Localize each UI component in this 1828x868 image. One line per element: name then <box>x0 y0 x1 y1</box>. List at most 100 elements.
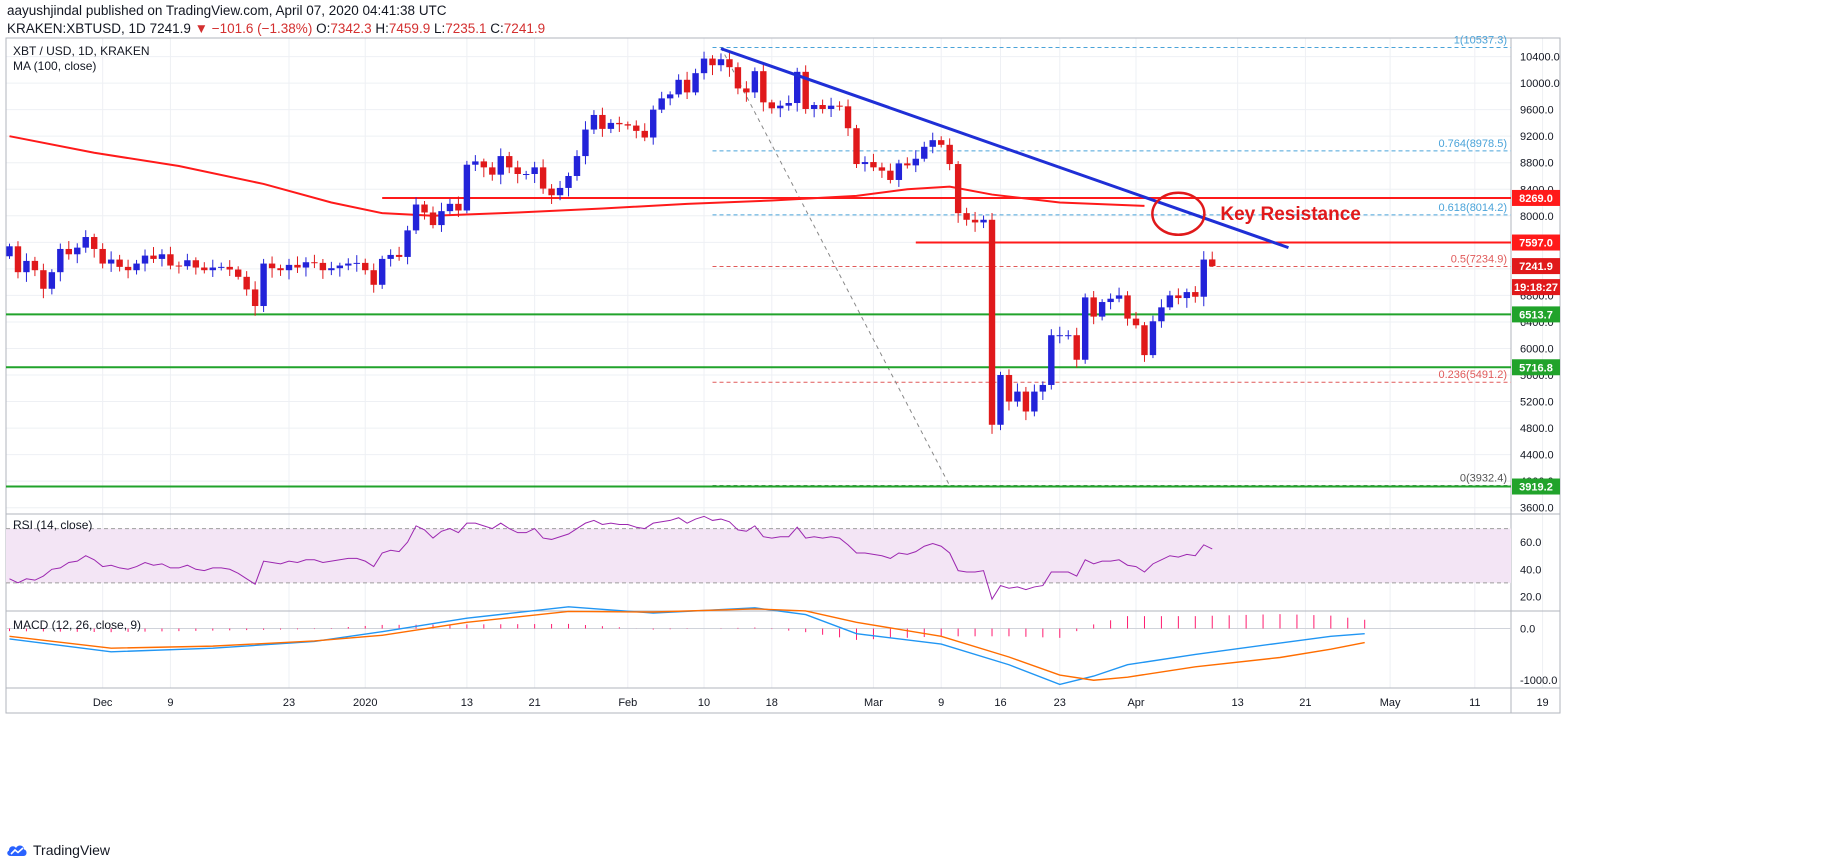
candle-body <box>31 260 39 271</box>
rsi-title: RSI (14, close) <box>13 518 92 532</box>
candle-body <box>370 270 377 285</box>
candle-body <box>260 263 267 307</box>
candle-body <box>938 140 945 145</box>
candle-body <box>734 67 742 89</box>
time-tick-label: 9 <box>167 697 173 709</box>
macd-pane: MACD (12, 26, close, 9) <box>6 606 1511 686</box>
level-badge-text: 7597.0 <box>1519 238 1553 250</box>
open-value: 7342.3 <box>330 21 372 36</box>
candle-body <box>700 58 708 74</box>
candle-body <box>1124 295 1131 319</box>
candle-body <box>1031 391 1038 412</box>
candle-body <box>116 259 123 267</box>
time-tick-label: Feb <box>618 697 637 709</box>
candle-body <box>624 124 632 126</box>
price-tick-label: 9600.0 <box>1520 105 1554 117</box>
candle-body <box>929 140 936 147</box>
candle-body <box>1090 297 1097 317</box>
time-tick-label: 23 <box>283 697 295 709</box>
candle-body <box>904 163 911 166</box>
chart-frame <box>5 37 1561 714</box>
price-tick-label: 6000.0 <box>1520 343 1554 355</box>
level-badge-text: 5716.8 <box>1519 362 1553 374</box>
candle-body <box>463 164 471 211</box>
publish-header: aayushjindal published on TradingView.co… <box>7 3 447 18</box>
time-tick-label: 13 <box>461 697 473 709</box>
level-badge <box>1512 306 1560 323</box>
candle-body <box>887 170 894 180</box>
candle-body <box>641 130 648 138</box>
candle-body <box>658 98 665 110</box>
tradingview-logo[interactable]: TradingView <box>6 842 110 858</box>
candle-body <box>1158 307 1165 322</box>
level-badge <box>1512 234 1560 251</box>
candle-body <box>607 122 615 129</box>
candle-body <box>921 146 928 159</box>
close-label: C: <box>490 21 504 36</box>
ma-100-line <box>9 135 1145 217</box>
candle-body <box>988 219 996 425</box>
time-tick-label: Apr <box>1127 697 1144 709</box>
candle-body <box>184 260 191 267</box>
price-tick-label: 5200.0 <box>1520 397 1554 409</box>
time-tick-label: 21 <box>529 697 541 709</box>
candle-body <box>853 128 860 165</box>
candle-body <box>133 263 140 271</box>
trend-line <box>720 47 1289 250</box>
candle-body <box>844 106 852 129</box>
price-tick-label: 4400.0 <box>1520 450 1554 462</box>
price-axis: 3600.04000.04400.04800.05200.05600.06000… <box>1512 52 1560 687</box>
candle-body <box>243 276 250 290</box>
time-tick-label: 19 <box>1536 697 1548 709</box>
candle-body <box>565 175 572 188</box>
candle-body <box>294 264 301 268</box>
candle-body <box>472 161 479 165</box>
author-name[interactable]: aayushjindal <box>7 3 83 18</box>
candle-body <box>107 259 115 264</box>
candle-body <box>971 219 979 223</box>
candle-body <box>412 204 420 231</box>
candle-body <box>234 269 242 277</box>
price-change: ▼ −101.6 (−1.38%) <box>194 21 313 36</box>
low-value: 7235.1 <box>445 21 487 36</box>
candle-body <box>777 105 784 109</box>
candle-body <box>6 246 13 257</box>
open-label: O: <box>316 21 331 36</box>
ma-indicator-label: MA (100, close) <box>13 59 96 73</box>
candle-body <box>1209 259 1216 267</box>
candle-body <box>590 114 598 130</box>
time-tick-label: 2020 <box>353 697 377 709</box>
candle-body <box>1183 292 1191 299</box>
candle-body <box>192 260 200 268</box>
rsi-tick-label: 40.0 <box>1520 564 1541 576</box>
time-tick-label: 23 <box>1054 697 1066 709</box>
candle-body <box>1098 302 1106 317</box>
price-tick-label: 3600.0 <box>1520 503 1554 515</box>
candle-body <box>1166 295 1174 308</box>
time-tick-label: Dec <box>93 697 113 709</box>
candle-body <box>455 203 462 211</box>
candle-body <box>650 109 657 138</box>
rsi-tick-label: 20.0 <box>1520 591 1541 603</box>
key-resistance-circle <box>1151 191 1206 237</box>
symbol-name[interactable]: KRAKEN:XBTUSD, 1D <box>7 21 146 36</box>
grid-lines <box>6 38 1544 688</box>
level-badge-text: 3919.2 <box>1519 482 1553 494</box>
candle-body <box>666 94 674 99</box>
level-badge-text: 6513.7 <box>1519 309 1553 321</box>
candle-body <box>158 254 166 259</box>
candle-body <box>539 167 547 189</box>
candle-body <box>14 246 22 273</box>
candle-body <box>709 58 716 66</box>
price-tick-label: 8000.0 <box>1520 211 1554 223</box>
candle-body <box>522 173 530 175</box>
candle-body <box>582 129 589 157</box>
price-badge <box>1512 258 1560 275</box>
candle-body <box>1039 384 1047 392</box>
candle-body <box>717 59 725 66</box>
time-tick-label: 9 <box>938 697 944 709</box>
candle-body <box>218 266 225 268</box>
level-badge-text: 8269.0 <box>1519 193 1553 205</box>
